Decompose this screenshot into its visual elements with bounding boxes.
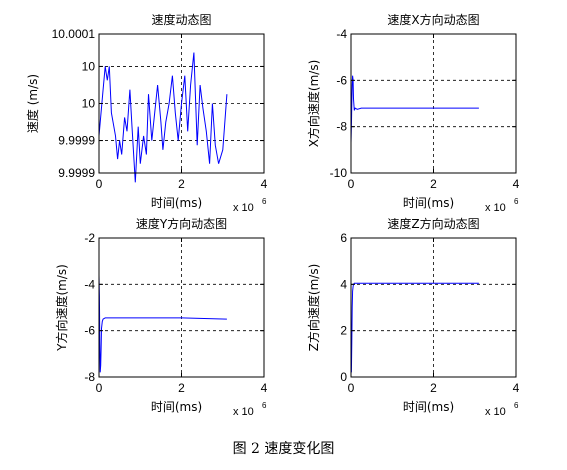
y-tick-label: -2 (84, 231, 95, 245)
data-series-line (350, 75, 479, 143)
x-exponent-base: x 10 (233, 406, 254, 418)
x-exponent-base: x 10 (485, 202, 506, 214)
chart-title: 速度X方向动态图 (387, 12, 479, 27)
x-tick-label: 2 (178, 177, 185, 191)
data-series-line (98, 52, 228, 183)
x-tick-label: 0 (348, 177, 355, 191)
x-exponent-base: x 10 (233, 202, 254, 214)
x-exponent: 6 (514, 197, 519, 206)
x-axis-label: 时间(ms) (403, 196, 454, 210)
x-exponent: 6 (262, 197, 267, 206)
x-tick-label: 4 (261, 381, 268, 395)
x-exponent: 6 (262, 401, 267, 410)
x-tick-label: 0 (96, 177, 103, 191)
chart-title: 速度Z方向动态图 (387, 216, 479, 231)
y-tick-label: -6 (336, 73, 347, 87)
x-tick-label: 2 (178, 381, 185, 395)
y-tick-label: 9.9999 (58, 166, 95, 180)
y-tick-label: 2 (340, 324, 347, 338)
y-tick-label: 4 (340, 277, 347, 291)
chart-title: 速度Y方向动态图 (136, 216, 227, 231)
x-exponent-base: x 10 (485, 406, 506, 418)
x-tick-label: 0 (348, 381, 355, 395)
y-tick-label: 10.0001 (52, 27, 96, 41)
chart-title: 速度动态图 (151, 12, 211, 27)
y-tick-label: -6 (84, 324, 95, 338)
y-tick-label: 6 (340, 231, 347, 245)
y-tick-label: 10 (82, 97, 96, 111)
x-axis-label: 时间(ms) (151, 400, 202, 414)
y-axis-label: 速度 (m/s) (25, 74, 40, 133)
figure-caption: 图 2 速度变化图 (232, 441, 335, 457)
x-tick-label: 0 (96, 381, 103, 395)
y-axis-label: Y方向速度(m/s) (54, 264, 69, 352)
x-tick-label: 4 (513, 381, 520, 395)
x-tick-label: 2 (430, 381, 437, 395)
x-axis-label: 时间(ms) (151, 196, 202, 210)
x-tick-label: 4 (261, 177, 268, 191)
x-tick-label: 2 (430, 177, 437, 191)
y-tick-label: -10 (330, 166, 348, 180)
y-tick-label: 10 (82, 59, 96, 73)
data-series-line (98, 275, 227, 373)
y-tick-label: -8 (336, 120, 347, 134)
x-tick-label: 4 (513, 177, 520, 191)
y-tick-label: -4 (336, 27, 347, 41)
x-axis-label: 时间(ms) (403, 400, 454, 414)
data-series-line (350, 282, 479, 373)
x-exponent: 6 (514, 401, 519, 410)
y-tick-label: -8 (84, 370, 95, 384)
y-tick-label: -4 (84, 277, 95, 291)
y-tick-label: 0 (340, 370, 347, 384)
y-axis-label: Z方向速度(m/s) (306, 264, 321, 352)
y-tick-label: 9.9999 (58, 134, 95, 148)
y-axis-label: X方向速度(m/s) (306, 60, 321, 148)
